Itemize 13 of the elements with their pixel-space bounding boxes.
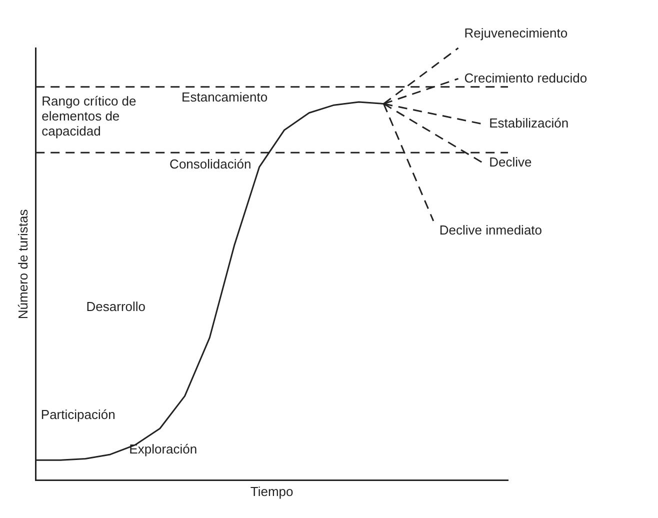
annotation: Participación <box>40 407 116 422</box>
annotation: Estabilización <box>489 116 569 131</box>
text: Rejuvenecimiento <box>464 26 568 41</box>
y-axis-title: Número de turistas <box>15 208 30 320</box>
annotation: Consolidación <box>170 156 252 172</box>
annotation: Exploración <box>129 442 198 457</box>
annotation: Declive <box>489 154 532 170</box>
annotation: Rango crítico de elementos de capacidad <box>42 94 136 139</box>
annotation: Estancamiento <box>182 89 268 104</box>
x-axis-title: Tiempo <box>250 484 294 499</box>
annotation: Crecimiento reducido <box>464 70 588 86</box>
annotation: Declive inmediato <box>439 222 542 238</box>
annotation: Desarrollo <box>86 299 146 314</box>
